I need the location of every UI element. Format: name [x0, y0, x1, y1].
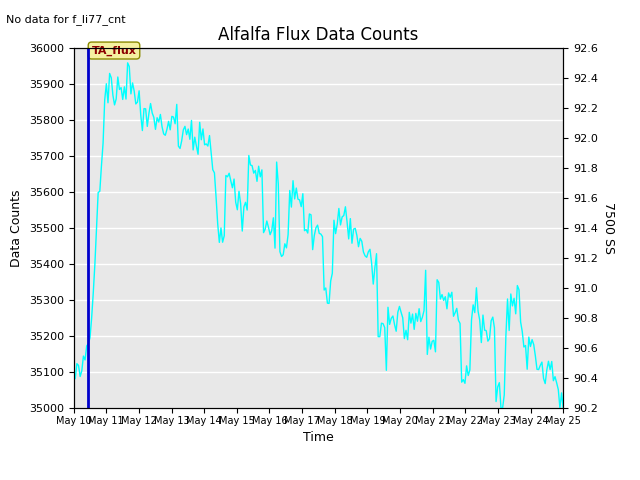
X-axis label: Time: Time	[303, 431, 334, 444]
Text: TA_flux: TA_flux	[92, 46, 136, 56]
Text: No data for f_li77_cnt: No data for f_li77_cnt	[6, 14, 126, 25]
Title: Alfalfa Flux Data Counts: Alfalfa Flux Data Counts	[218, 25, 419, 44]
Y-axis label: 7500 SS: 7500 SS	[602, 202, 614, 254]
Y-axis label: Data Counts: Data Counts	[10, 189, 23, 267]
